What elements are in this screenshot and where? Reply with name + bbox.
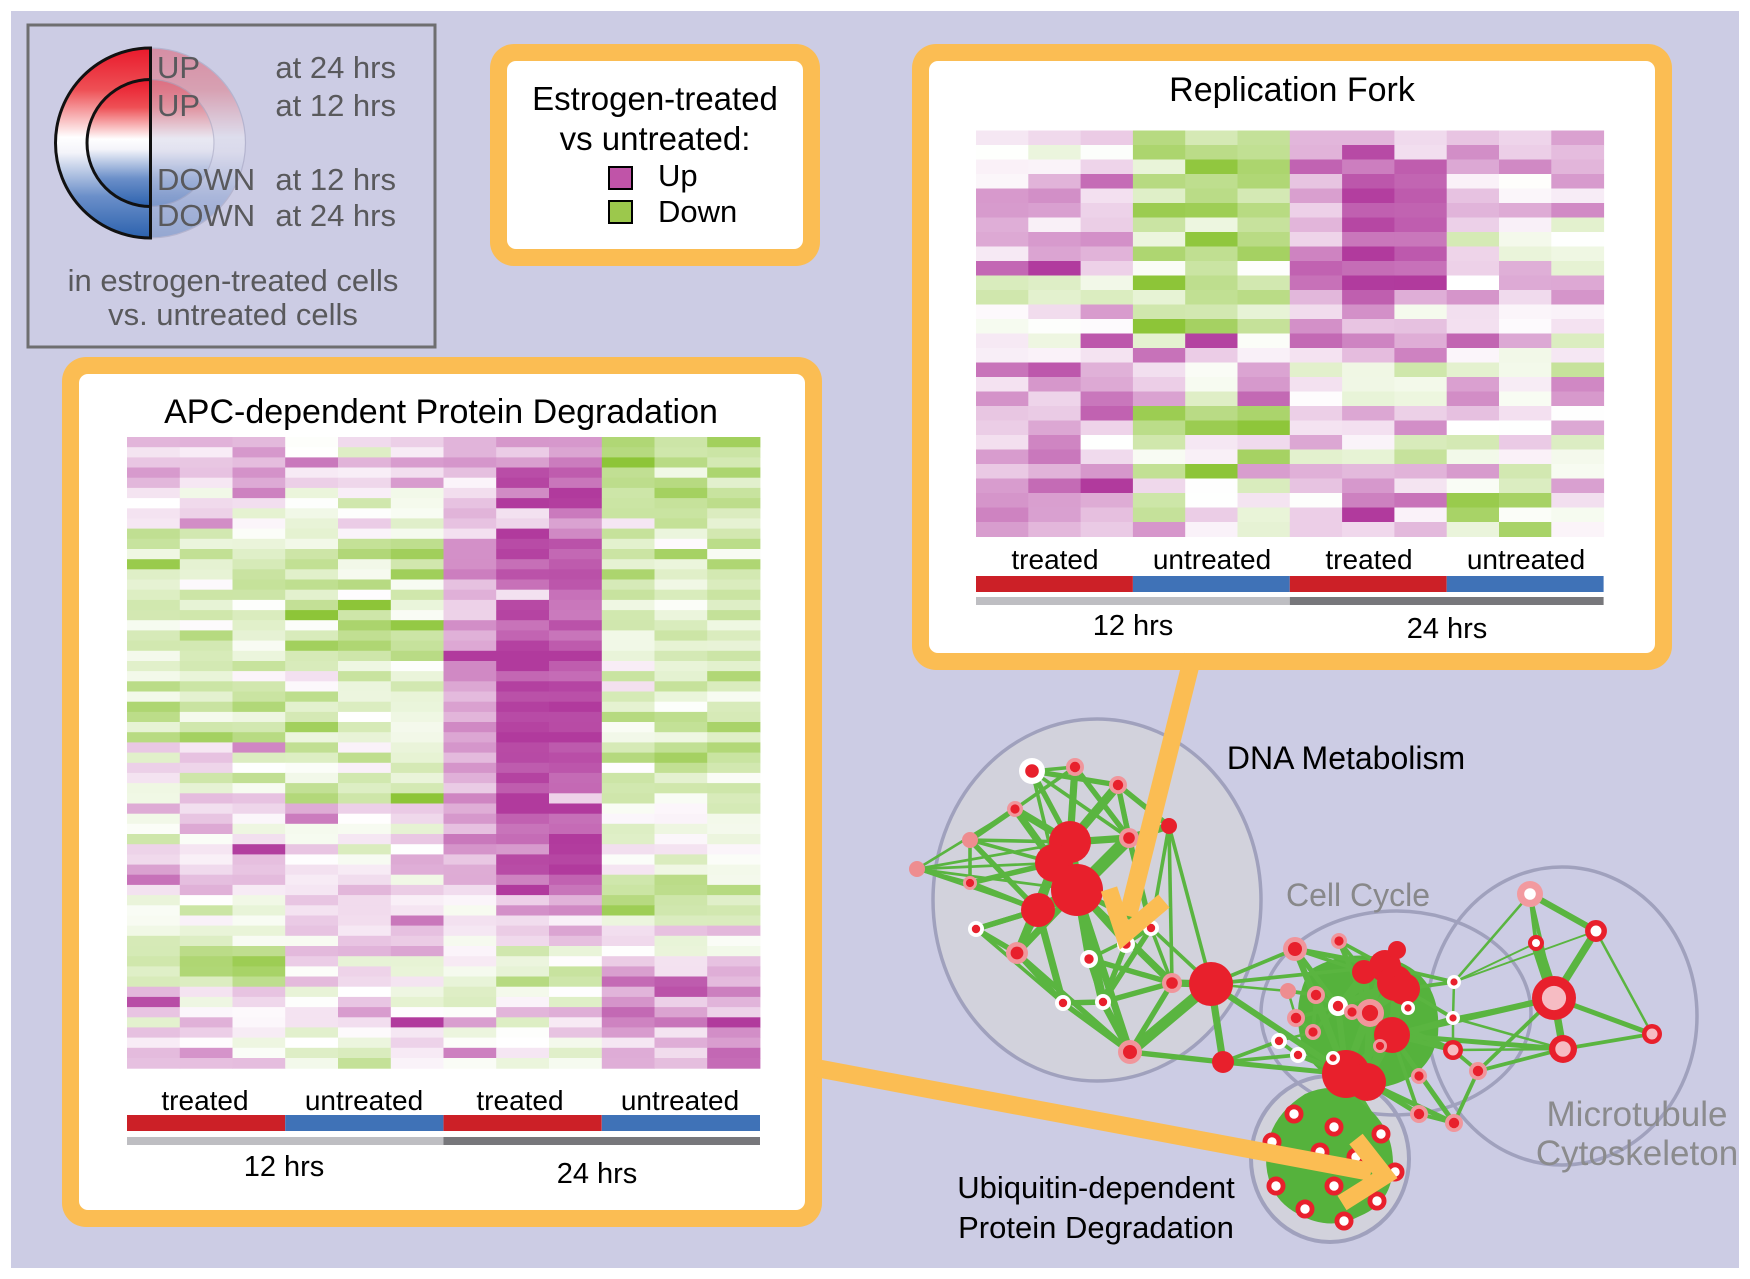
svg-text:at 24 hrs: at 24 hrs bbox=[275, 198, 396, 233]
svg-text:Replication Fork: Replication Fork bbox=[1169, 71, 1416, 109]
svg-text:Microtubule: Microtubule bbox=[1547, 1095, 1728, 1134]
svg-text:DOWN: DOWN bbox=[157, 198, 255, 233]
svg-text:treated: treated bbox=[476, 1085, 563, 1116]
svg-text:untreated: untreated bbox=[305, 1085, 423, 1116]
svg-text:DNA Metabolism: DNA Metabolism bbox=[1227, 740, 1465, 776]
svg-text:at 12 hrs: at 12 hrs bbox=[275, 162, 396, 197]
svg-text:treated: treated bbox=[1011, 544, 1098, 575]
svg-text:APC-dependent Protein Degradat: APC-dependent Protein Degradation bbox=[164, 393, 718, 431]
svg-text:UP: UP bbox=[157, 88, 200, 123]
svg-text:at 24 hrs: at 24 hrs bbox=[275, 50, 396, 85]
svg-text:vs. untreated cells: vs. untreated cells bbox=[108, 297, 358, 332]
svg-text:Down: Down bbox=[658, 194, 737, 229]
svg-text:24 hrs: 24 hrs bbox=[1407, 613, 1488, 645]
svg-text:Cell Cycle: Cell Cycle bbox=[1286, 877, 1430, 913]
svg-text:DOWN: DOWN bbox=[157, 162, 255, 197]
svg-text:12 hrs: 12 hrs bbox=[1093, 610, 1174, 642]
svg-text:Ubiquitin-dependent: Ubiquitin-dependent bbox=[957, 1170, 1235, 1205]
svg-text:in estrogen-treated cells: in estrogen-treated cells bbox=[68, 263, 399, 298]
svg-text:untreated: untreated bbox=[1467, 544, 1585, 575]
svg-text:treated: treated bbox=[1325, 544, 1412, 575]
svg-text:24 hrs: 24 hrs bbox=[557, 1158, 638, 1190]
svg-text:untreated: untreated bbox=[621, 1085, 739, 1116]
svg-text:UP: UP bbox=[157, 50, 200, 85]
svg-text:at 12 hrs: at 12 hrs bbox=[275, 88, 396, 123]
svg-text:treated: treated bbox=[161, 1085, 248, 1116]
svg-text:Estrogen-treated: Estrogen-treated bbox=[532, 80, 778, 117]
svg-text:vs untreated:: vs untreated: bbox=[560, 120, 751, 157]
svg-text:Protein Degradation: Protein Degradation bbox=[958, 1210, 1234, 1245]
svg-text:Cytoskeleton: Cytoskeleton bbox=[1536, 1134, 1738, 1173]
svg-text:untreated: untreated bbox=[1153, 544, 1271, 575]
svg-text:12 hrs: 12 hrs bbox=[244, 1151, 325, 1183]
svg-text:Up: Up bbox=[658, 158, 698, 193]
